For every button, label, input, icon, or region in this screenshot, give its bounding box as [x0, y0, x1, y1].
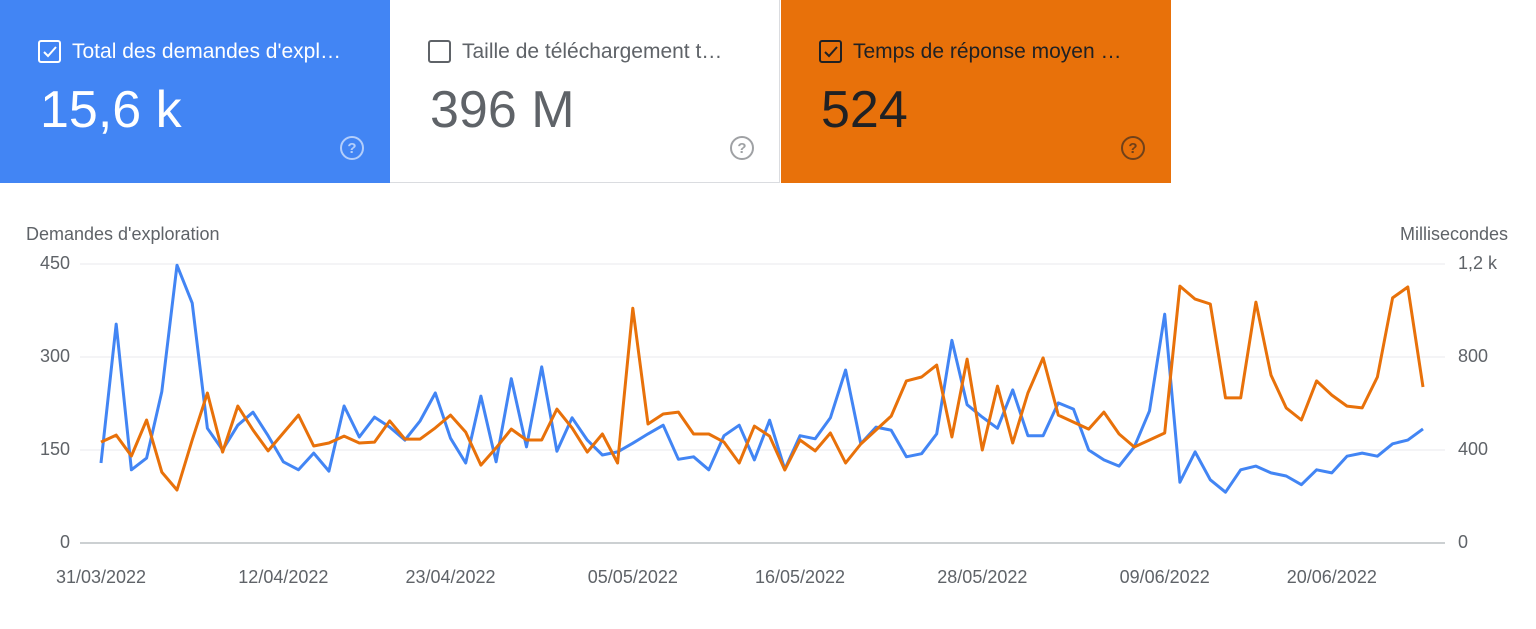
chart: Demandes d'exploration Millisecondes 0 15… — [26, 224, 1508, 587]
help-icon[interactable]: ? — [728, 134, 756, 162]
help-mark: ? — [347, 140, 356, 157]
checkbox-box — [38, 40, 61, 63]
help-circle — [1121, 136, 1145, 160]
checkbox[interactable] — [427, 39, 453, 65]
y2-axis-label: Millisecondes — [1400, 224, 1508, 244]
y2-tick-label: 800 — [1458, 346, 1488, 366]
y2-tick-label: 1,2 k — [1458, 253, 1498, 273]
card-label: Taille de téléchargement t… — [462, 40, 723, 63]
x-tick-label: 23/04/2022 — [405, 567, 495, 587]
checkbox-box — [428, 40, 451, 63]
checkbox[interactable] — [818, 39, 844, 65]
checkbox-box — [819, 40, 842, 63]
x-tick-label: 09/06/2022 — [1120, 567, 1210, 587]
help-icon[interactable]: ? — [338, 134, 366, 162]
y-tick-label: 0 — [60, 532, 70, 552]
help-icon[interactable]: ? — [1119, 134, 1147, 162]
checkmark — [824, 46, 838, 58]
y-tick-label: 300 — [40, 346, 70, 366]
card-label: Temps de réponse moyen … — [853, 40, 1122, 63]
y-tick-label: 450 — [40, 253, 70, 273]
x-tick-label: 16/05/2022 — [755, 567, 845, 587]
metric-card[interactable]: Taille de téléchargement t… 396 M? — [390, 0, 780, 183]
help-mark: ? — [1128, 140, 1137, 157]
card-value: 524 — [821, 81, 908, 139]
y-axis-label: Demandes d'exploration — [26, 224, 220, 244]
metric-card[interactable]: Temps de réponse moyen … 524? — [781, 0, 1171, 183]
card-value: 15,6 k — [40, 81, 182, 139]
help-circle — [340, 136, 364, 160]
card-label: Total des demandes d'expl… — [72, 40, 342, 63]
y-tick-label: 150 — [40, 439, 70, 459]
help-mark: ? — [737, 140, 746, 157]
y2-tick-label: 400 — [1458, 439, 1488, 459]
checkmark — [43, 46, 57, 58]
x-tick-label: 31/03/2022 — [56, 567, 146, 587]
metric-card[interactable]: Total des demandes d'expl… 15,6 k? — [0, 0, 390, 183]
x-tick-label: 05/05/2022 — [588, 567, 678, 587]
x-tick-label: 20/06/2022 — [1287, 567, 1377, 587]
y2-tick-label: 0 — [1458, 532, 1468, 552]
x-tick-label: 12/04/2022 — [238, 567, 328, 587]
card-value: 396 M — [430, 81, 575, 139]
series-line — [100, 284, 1425, 492]
x-tick-label: 28/05/2022 — [937, 567, 1027, 587]
help-circle — [730, 136, 754, 160]
checkbox[interactable] — [37, 39, 63, 65]
series-line — [99, 263, 1424, 494]
